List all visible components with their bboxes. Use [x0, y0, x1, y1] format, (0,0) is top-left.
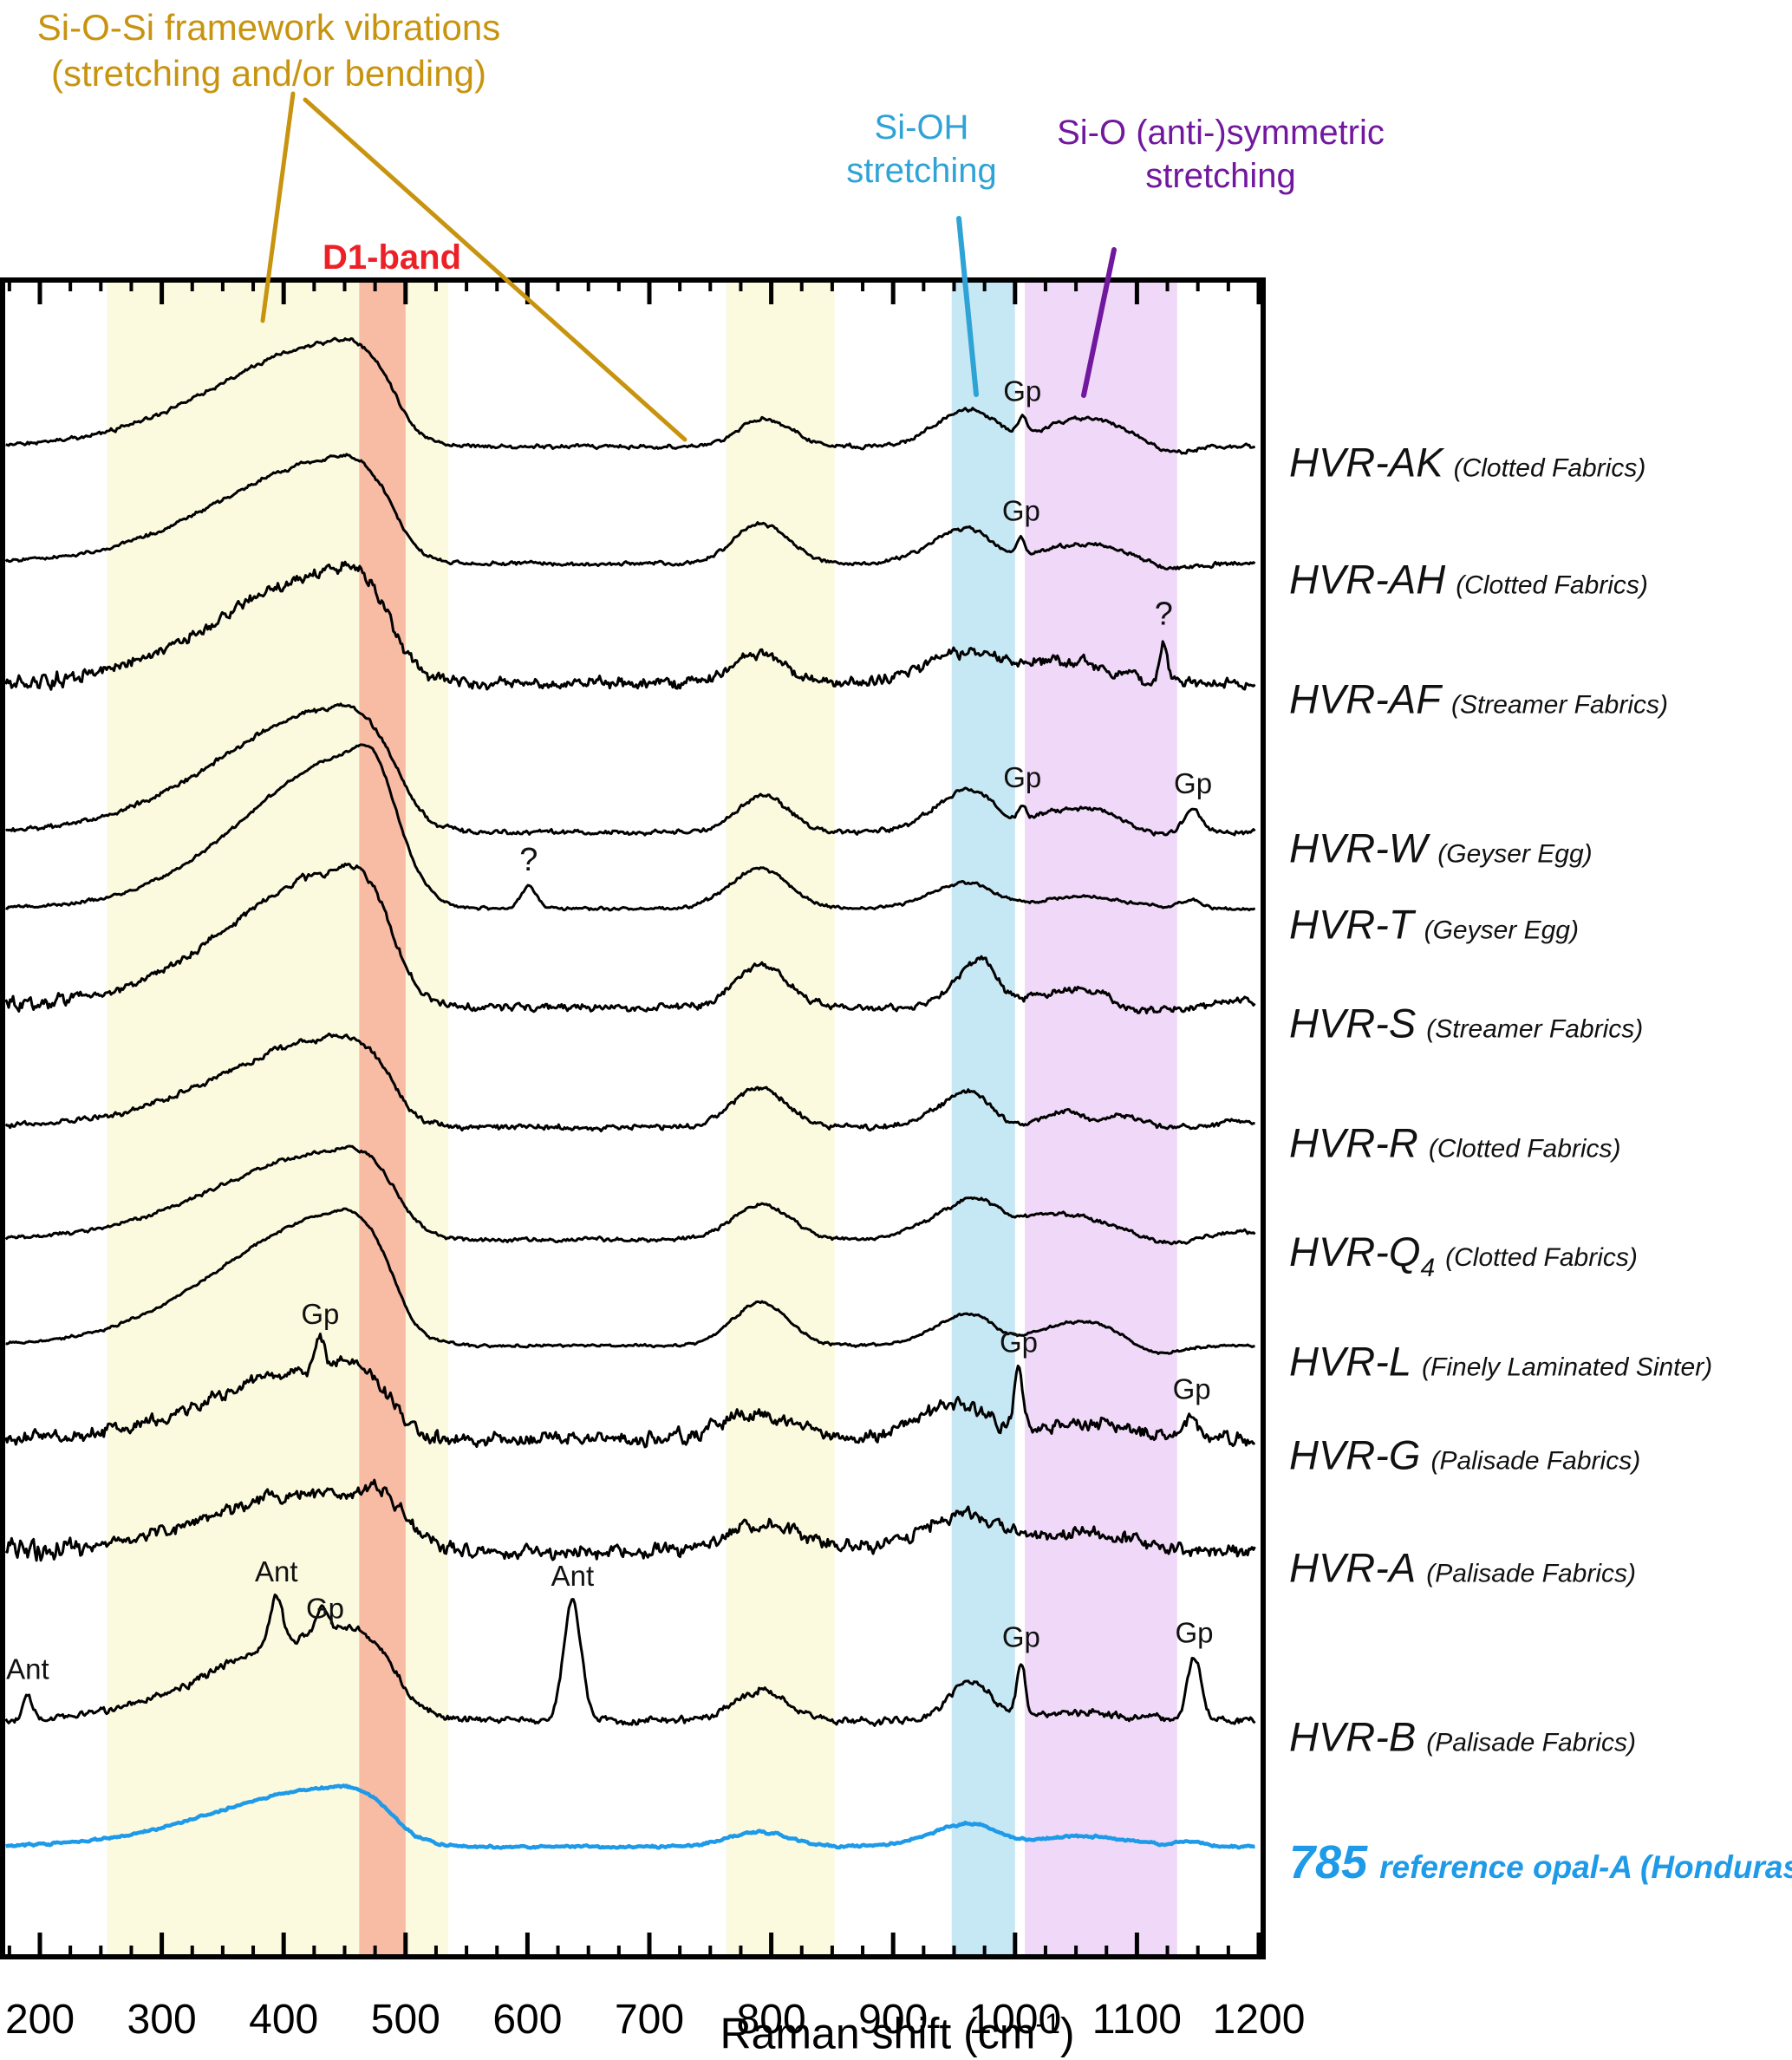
si-oh-line2: stretching [846, 152, 997, 190]
x-axis-title: Raman shift (cm-1) [720, 2008, 1075, 2058]
peak-annotation-ant-hvr-b: Ant [255, 1555, 298, 1587]
spectrum-label-fabric-type: (Streamer Fabrics) [1426, 1014, 1644, 1044]
x-tick-label-600: 600 [492, 1997, 562, 2043]
spectrum-label-fabric-type: (Streamer Fabrics) [1450, 690, 1668, 720]
spectrum-label-hvr-ak: HVR-AK (Clotted Fabrics) [1289, 439, 1645, 486]
peak-annotation-ant-hvr-b: Ant [551, 1560, 595, 1592]
spectrum-label-fabric-type: (Geyser Egg) [1424, 916, 1579, 945]
spectrum-label-main: 785 [1289, 1836, 1368, 1888]
spectrum-label-hvr-w: HVR-W (Geyser Egg) [1289, 825, 1593, 872]
plot-border [0, 277, 1266, 1959]
spectrum-label-main: HVR-Q [1289, 1229, 1421, 1274]
spectrum-label-main: HVR-A [1289, 1544, 1417, 1591]
spectrum-label-fabric-type: (Finely Laminated Sinter) [1422, 1353, 1713, 1382]
gold-annotation-line1: Si-O-Si framework vibrations [36, 7, 501, 48]
spectrum-trace-hvr-ak [5, 336, 1256, 455]
spectrum-label-fabric-type: (Clotted Fabrics) [1453, 453, 1646, 483]
peak-annotation-gp-hvr-ah: Gp [1002, 495, 1040, 527]
spectrum-label-hvr-af: HVR-AF (Streamer Fabrics) [1289, 675, 1668, 723]
spectrum-label-hvr-t: HVR-T (Geyser Egg) [1289, 901, 1579, 949]
si-o-line1: Si-O (anti-)symmetric [1057, 114, 1385, 152]
spectrum-label-fabric-type: (Palisade Fabrics) [1430, 1446, 1641, 1476]
spectrum-trace-hvr-b [4, 1594, 1256, 1727]
spectrum-trace-785 [5, 1783, 1256, 1850]
peak-annotation-gp-hvr-g: Gp [1000, 1327, 1038, 1359]
spectrum-trace-hvr-a [4, 1478, 1256, 1562]
spectrum-label-main: HVR-S [1289, 1000, 1417, 1046]
spectrum-label-main: HVR-G [1289, 1431, 1421, 1478]
x-tick-label-400: 400 [249, 1997, 318, 2043]
peak-annotation-ant-hvr-b: Ant [6, 1653, 49, 1685]
x-tick-label-1000: 1000 [968, 1997, 1061, 2043]
spectrum-label-hvr-g: HVR-G (Palisade Fabrics) [1289, 1431, 1640, 1479]
gold-annotation-text: Si-O-Si framework vibrations (stretching… [37, 5, 500, 96]
spectrum-trace-hvr-t [5, 743, 1256, 912]
spectrum-trace-hvr-w [5, 702, 1256, 837]
d1-band-label: D1-band [323, 238, 461, 277]
spectrum-trace-hvr-q [4, 1144, 1256, 1246]
spectrum-label-fabric-type: (Geyser Egg) [1437, 839, 1593, 869]
si-oh-annotation-text: Si-OH stretching [846, 106, 996, 192]
spectrum-label-hvr-a: HVR-A (Palisade Fabrics) [1289, 1544, 1636, 1592]
spectrum-label-main: HVR-L [1289, 1338, 1412, 1385]
callout-line-gold-right [303, 97, 687, 442]
spectrum-trace-hvr-af [4, 560, 1256, 691]
spectrum-trace-hvr-l [5, 1207, 1255, 1355]
x-tick-label-500: 500 [371, 1997, 440, 2043]
spectrum-label-fabric-type: (Clotted Fabrics) [1456, 570, 1648, 600]
spectrum-label-hvr-r: HVR-R (Clotted Fabrics) [1289, 1119, 1621, 1167]
x-tick-label-1200: 1200 [1213, 1997, 1306, 2043]
peak-annotation-gp-hvr-w: Gp [1174, 767, 1212, 799]
spectrum-label-fabric-type: (Palisade Fabrics) [1426, 1559, 1636, 1588]
band-d1-band [359, 280, 406, 1957]
x-tick-label-700: 700 [615, 1997, 684, 2043]
spectrum-label-fabric-type: (Clotted Fabrics) [1428, 1134, 1621, 1164]
spectrum-label-main: HVR-AF [1289, 675, 1441, 722]
spectrum-trace-hvr-s [4, 862, 1256, 1014]
spectrum-label-fabric-type: (Palisade Fabrics) [1426, 1728, 1636, 1757]
si-oh-line1: Si-OH [874, 108, 969, 147]
spectrum-label-hvr-s: HVR-S (Streamer Fabrics) [1289, 1000, 1643, 1047]
peak-annotation-gp-hvr-w: Gp [1003, 761, 1041, 793]
spectrum-label-main: HVR-AK [1289, 439, 1443, 486]
peak-annotation-q-hvr-af: ? [1155, 596, 1173, 632]
spectrum-label-subscript: 4 [1420, 1254, 1436, 1282]
spectrum-label-hvr-b: HVR-B (Palisade Fabrics) [1289, 1713, 1636, 1761]
callout-line-purple [1081, 247, 1117, 398]
spectrum-label-785: 785 reference opal-A (Honduras) [1289, 1835, 1792, 1889]
spectrum-label-main: HVR-W [1289, 825, 1428, 871]
spectrum-trace-hvr-r [4, 1032, 1255, 1133]
spectrum-label-hvr-ah: HVR-AH (Clotted Fabrics) [1289, 556, 1648, 603]
spectrum-label-fabric-type: reference opal-A (Honduras) [1379, 1849, 1792, 1885]
gold-annotation-line2: (stretching and/or bending) [51, 52, 486, 94]
spectrum-label-hvr-q: HVR-Q4 (Clotted Fabrics) [1289, 1228, 1638, 1283]
spectrum-label-hvr-l: HVR-L (Finely Laminated Sinter) [1289, 1338, 1712, 1385]
spectrum-label-main: HVR-R [1289, 1119, 1418, 1166]
callout-line-cyan [956, 216, 979, 397]
peak-annotation-gp-hvr-ak: Gp [1003, 375, 1041, 407]
x-tick-label-1100: 1100 [1092, 1997, 1182, 2043]
spectrum-label-main: HVR-B [1289, 1713, 1417, 1760]
x-tick-label-300: 300 [127, 1997, 197, 2043]
spectrum-trace-hvr-g [4, 1333, 1255, 1449]
peak-annotation-gp-hvr-b: Gp [306, 1592, 344, 1624]
peak-annotation-gp-hvr-g: Gp [301, 1298, 339, 1330]
si-o-annotation-text: Si-O (anti-)symmetric stretching [1057, 111, 1385, 198]
peak-annotation-q-hvr-t: ? [519, 842, 538, 878]
callout-line-gold-left [260, 91, 296, 323]
spectrum-label-main: HVR-T [1289, 901, 1414, 948]
x-tick-label-800: 800 [737, 1997, 806, 2043]
peak-annotation-gp-hvr-g: Gp [1173, 1373, 1211, 1405]
spectrum-label-fabric-type: (Clotted Fabrics) [1445, 1243, 1638, 1272]
band-si-o-si-framework-vibrations-high- [726, 280, 835, 1957]
si-o-line2: stretching [1145, 157, 1296, 195]
spectrum-trace-hvr-ah [4, 453, 1256, 570]
peak-annotation-gp-hvr-b: Gp [1175, 1617, 1213, 1649]
x-tick-label-200: 200 [5, 1997, 75, 2043]
spectrum-label-main: HVR-AH [1289, 556, 1446, 603]
x-tick-label-900: 900 [858, 1997, 928, 2043]
peak-annotation-gp-hvr-b: Gp [1002, 1620, 1040, 1653]
